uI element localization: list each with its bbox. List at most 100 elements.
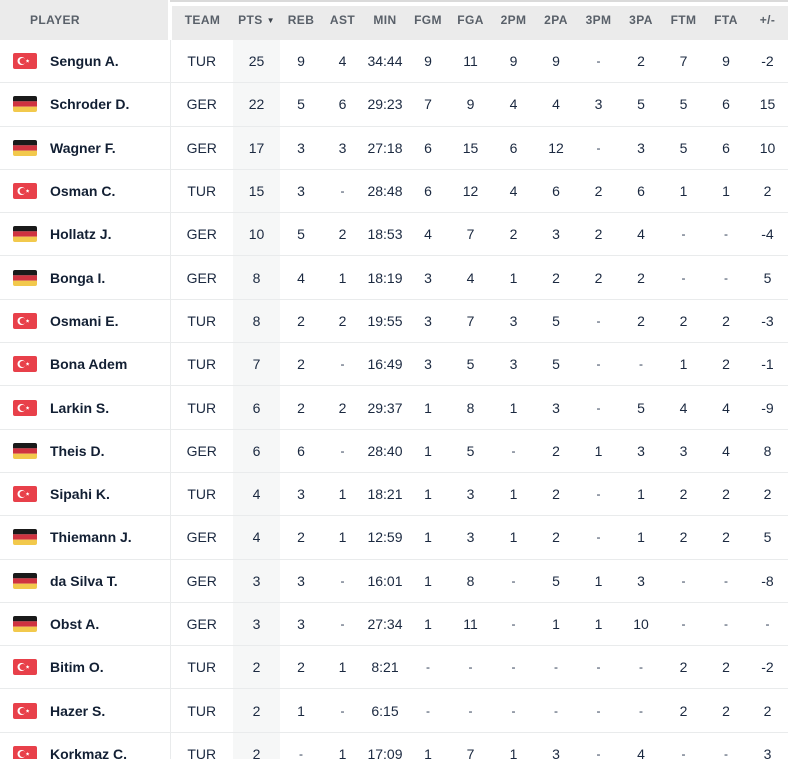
- player-row[interactable]: Bona Adem TUR 7 2-16:49 3 5 3 5- -1 2 -1: [0, 342, 788, 387]
- column-header-min[interactable]: MIN: [363, 0, 407, 40]
- stat-cell-ftm: 7: [662, 40, 705, 84]
- stat-cell-team: GER: [170, 126, 233, 170]
- player-row[interactable]: Korkmaz C. TUR 2-1 17:09 1 7 1 3-4- -3: [0, 732, 788, 759]
- stat-cell-fga: -: [449, 688, 492, 733]
- stat-cell-ftm: 1: [662, 169, 705, 214]
- stat-cell-min: 6:15: [363, 688, 407, 733]
- stat-cell-ftm: 2: [662, 645, 705, 690]
- player-row[interactable]: Bitim O. TUR 2 2 1 8:21- - - - - -2 2 -2: [0, 645, 788, 690]
- player-row[interactable]: Hazer S. TUR 2 1-6:15- - - - - -2 2 2: [0, 688, 788, 733]
- stat-cell-team: TUR: [170, 645, 233, 690]
- column-header-fga[interactable]: FGA: [449, 0, 492, 40]
- stat-cell-team: GER: [170, 602, 233, 647]
- stat-cell-ast: 1: [322, 645, 363, 690]
- stat-cell-min: 18:19: [363, 255, 407, 300]
- stat-cell-2pa: 2: [535, 472, 577, 517]
- turkey-flag-icon: [13, 659, 37, 676]
- column-header-team[interactable]: TEAM: [170, 0, 233, 40]
- column-header-label: 3PM: [585, 13, 612, 27]
- player-row[interactable]: Sengun A. TUR 25 9 4 34:44 9 11 9 9-2 7 9 -2: [0, 40, 788, 84]
- stat-cell-3pm: 2: [577, 212, 620, 257]
- stat-cell-fgm: 7: [407, 82, 449, 127]
- player-row[interactable]: Schroder D. GER 22 5 6 29:23 7 9 4 4 3 5 5 6 15: [0, 82, 788, 127]
- stat-cell-min: 18:53: [363, 212, 407, 257]
- column-header-ftm[interactable]: FTM: [662, 0, 705, 40]
- stat-cell-reb: 5: [280, 82, 322, 127]
- stat-cell-fgm: -: [407, 688, 449, 733]
- stat-cell-2pa: 4: [535, 82, 577, 127]
- stat-cell-plus_minus: 5: [747, 255, 788, 300]
- stat-cell-2pm: 3: [492, 299, 535, 344]
- stat-cell-3pm: -: [577, 299, 620, 344]
- player-row[interactable]: Osman C. TUR 15 3-28:48 6 12 4 6 2 6 1 1 2: [0, 169, 788, 214]
- stat-cell-2pa: 6: [535, 169, 577, 214]
- stat-cell-fga: 11: [449, 602, 492, 647]
- stat-cell-2pm: 1: [492, 385, 535, 430]
- stat-cell-fta: 2: [705, 645, 747, 690]
- stat-cell-3pa: 3: [620, 126, 662, 170]
- stat-cell-min: 8:21: [363, 645, 407, 690]
- player-row[interactable]: Theis D. GER 6 6-28:40 1 5-2 1 3 3 4 8: [0, 429, 788, 473]
- stat-cell-team: TUR: [170, 385, 233, 430]
- column-header-label: PLAYER: [30, 13, 80, 27]
- column-header-player[interactable]: PLAYER: [0, 0, 172, 40]
- stat-cell-fta: 6: [705, 82, 747, 127]
- stat-cell-ftm: -: [662, 602, 705, 647]
- column-header-pts[interactable]: PTS ▼: [233, 0, 280, 40]
- stat-cell-pts: 2: [233, 645, 280, 690]
- stat-cell-min: 17:09: [363, 732, 407, 759]
- stat-cell-ast: 1: [322, 515, 363, 560]
- player-row[interactable]: Larkin S. TUR 6 2 2 29:37 1 8 1 3-5 4 4 -9: [0, 385, 788, 430]
- column-header-label: MIN: [373, 13, 397, 27]
- germany-flag-icon: [13, 572, 37, 589]
- stat-cell-2pa: 3: [535, 732, 577, 759]
- stat-cell-fgm: 6: [407, 169, 449, 214]
- player-row[interactable]: Obst A. GER 3 3-27:34 1 11-1 1 10- - -: [0, 602, 788, 647]
- player-row[interactable]: Sipahi K. TUR 4 3 1 18:21 1 3 1 2-1 2 2 2: [0, 472, 788, 517]
- player-cell: Hollatz J.: [0, 212, 171, 257]
- column-header-3pm[interactable]: 3PM: [577, 0, 620, 40]
- stat-cell-plus_minus: 2: [747, 169, 788, 214]
- player-row[interactable]: Osmani E. TUR 8 2 2 19:55 3 7 3 5-2 2 2 -3: [0, 299, 788, 344]
- column-header-fgm[interactable]: FGM: [407, 0, 449, 40]
- stat-cell-reb: 4: [280, 255, 322, 300]
- column-header-2pa[interactable]: 2PA: [535, 0, 577, 40]
- player-name: Larkin S.: [50, 399, 110, 416]
- stat-cell-3pm: -: [577, 40, 620, 84]
- stat-cell-fga: 15: [449, 126, 492, 170]
- column-header-3pa[interactable]: 3PA: [620, 0, 662, 40]
- stat-cell-pts: 6: [233, 385, 280, 430]
- stat-cell-fta: -: [705, 559, 747, 603]
- stat-cell-min: 28:48: [363, 169, 407, 214]
- stat-cell-fgm: 1: [407, 385, 449, 430]
- stat-cell-3pm: 1: [577, 559, 620, 603]
- player-cell: Sipahi K.: [0, 472, 171, 517]
- stat-cell-pts: 17: [233, 126, 280, 170]
- column-header-2pm[interactable]: 2PM: [492, 0, 535, 40]
- stat-cell-fgm: 4: [407, 212, 449, 257]
- stat-cell-plus_minus: 5: [747, 515, 788, 560]
- column-header-plus_minus[interactable]: +/-: [747, 0, 788, 40]
- stat-cell-2pm: 2: [492, 212, 535, 257]
- stat-cell-ftm: 2: [662, 299, 705, 344]
- stat-cell-3pm: 1: [577, 429, 620, 473]
- germany-flag-icon: [13, 139, 37, 156]
- stat-cell-2pm: 1: [492, 732, 535, 759]
- player-name: Theis D.: [50, 442, 105, 459]
- player-row[interactable]: Bonga I. GER 8 4 1 18:19 3 4 1 2 2 2- -5: [0, 255, 788, 300]
- player-row[interactable]: Hollatz J. GER 10 5 2 18:53 4 7 2 3 2 4- - -4: [0, 212, 788, 257]
- stat-cell-plus_minus: 2: [747, 688, 788, 733]
- player-name: Obst A.: [50, 616, 100, 632]
- stat-cell-reb: 1: [280, 688, 322, 733]
- column-header-reb[interactable]: REB: [280, 0, 322, 40]
- player-name: da Silva T.: [50, 572, 118, 589]
- player-row[interactable]: da Silva T. GER 3 3-16:01 1 8-5 1 3- - -8: [0, 559, 788, 603]
- stat-cell-min: 27:34: [363, 602, 407, 647]
- column-header-fta[interactable]: FTA: [705, 0, 747, 40]
- stat-cell-min: 29:37: [363, 385, 407, 430]
- stat-cell-3pm: -: [577, 126, 620, 170]
- column-header-ast[interactable]: AST: [322, 0, 363, 40]
- player-row[interactable]: Thiemann J. GER 4 2 1 12:59 1 3 1 2-1 2 2 5: [0, 515, 788, 560]
- stat-cell-ftm: 1: [662, 342, 705, 387]
- player-row[interactable]: Wagner F. GER 17 3 3 27:18 6 15 6 12-3 5 6 10: [0, 126, 788, 170]
